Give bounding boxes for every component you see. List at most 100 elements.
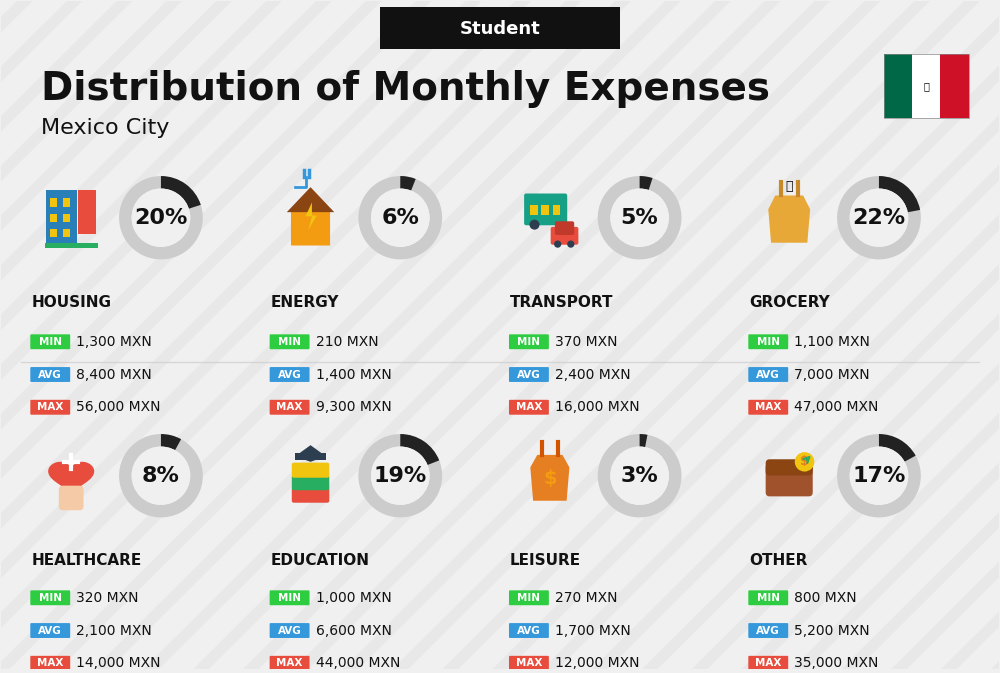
Text: 210 MXN: 210 MXN xyxy=(316,334,378,349)
Text: 8%: 8% xyxy=(142,466,180,486)
Wedge shape xyxy=(161,434,181,450)
Text: TRANSPORT: TRANSPORT xyxy=(510,295,613,310)
FancyBboxPatch shape xyxy=(50,213,57,222)
Text: AVG: AVG xyxy=(756,625,780,635)
FancyBboxPatch shape xyxy=(270,400,310,415)
FancyBboxPatch shape xyxy=(63,213,70,222)
Wedge shape xyxy=(879,176,920,212)
FancyBboxPatch shape xyxy=(912,54,940,118)
Text: 1,000 MXN: 1,000 MXN xyxy=(316,591,391,605)
Wedge shape xyxy=(837,434,921,518)
FancyBboxPatch shape xyxy=(509,367,549,382)
FancyBboxPatch shape xyxy=(292,488,329,503)
Text: HOUSING: HOUSING xyxy=(31,295,111,310)
FancyBboxPatch shape xyxy=(50,199,57,207)
Wedge shape xyxy=(879,434,916,462)
Text: 17%: 17% xyxy=(852,466,906,486)
Text: 320 MXN: 320 MXN xyxy=(76,591,139,605)
Text: MIN: MIN xyxy=(39,593,62,603)
FancyBboxPatch shape xyxy=(884,54,912,118)
FancyBboxPatch shape xyxy=(63,229,70,237)
FancyBboxPatch shape xyxy=(541,205,549,215)
Text: AVG: AVG xyxy=(278,369,301,380)
FancyBboxPatch shape xyxy=(270,623,310,638)
Circle shape xyxy=(567,240,574,248)
Text: EDUCATION: EDUCATION xyxy=(271,553,370,567)
Text: $: $ xyxy=(543,469,557,488)
Text: 1,100 MXN: 1,100 MXN xyxy=(794,334,870,349)
FancyBboxPatch shape xyxy=(270,656,310,671)
FancyBboxPatch shape xyxy=(45,243,98,248)
Text: 12,000 MXN: 12,000 MXN xyxy=(555,656,639,670)
FancyBboxPatch shape xyxy=(940,54,969,118)
Wedge shape xyxy=(119,176,203,259)
Polygon shape xyxy=(49,462,94,495)
Text: AVG: AVG xyxy=(756,369,780,380)
Polygon shape xyxy=(530,455,569,501)
Text: MAX: MAX xyxy=(516,402,542,413)
Text: 19%: 19% xyxy=(374,466,427,486)
FancyBboxPatch shape xyxy=(30,590,70,605)
Text: 5,200 MXN: 5,200 MXN xyxy=(794,623,870,637)
Wedge shape xyxy=(598,176,681,259)
Circle shape xyxy=(554,240,561,248)
Text: MAX: MAX xyxy=(755,658,781,668)
Circle shape xyxy=(132,188,190,247)
Text: GROCERY: GROCERY xyxy=(749,295,830,310)
Text: 47,000 MXN: 47,000 MXN xyxy=(794,400,879,415)
FancyBboxPatch shape xyxy=(551,227,578,245)
Polygon shape xyxy=(287,187,334,212)
FancyBboxPatch shape xyxy=(46,190,77,246)
Text: AVG: AVG xyxy=(38,625,62,635)
FancyBboxPatch shape xyxy=(270,590,310,605)
Text: 1,400 MXN: 1,400 MXN xyxy=(316,367,391,382)
Text: 5%: 5% xyxy=(621,208,658,227)
Text: 6,600 MXN: 6,600 MXN xyxy=(316,623,391,637)
Text: MIN: MIN xyxy=(39,336,62,347)
FancyBboxPatch shape xyxy=(380,7,620,49)
FancyBboxPatch shape xyxy=(555,221,574,235)
FancyBboxPatch shape xyxy=(748,590,788,605)
FancyBboxPatch shape xyxy=(30,656,70,671)
FancyBboxPatch shape xyxy=(766,459,813,476)
Text: 8,400 MXN: 8,400 MXN xyxy=(76,367,152,382)
Wedge shape xyxy=(640,434,647,447)
Text: MIN: MIN xyxy=(757,593,780,603)
FancyBboxPatch shape xyxy=(553,205,560,215)
Text: 56,000 MXN: 56,000 MXN xyxy=(76,400,161,415)
Text: 20%: 20% xyxy=(134,208,188,227)
Wedge shape xyxy=(400,434,439,465)
Text: 🦅: 🦅 xyxy=(923,81,929,92)
Circle shape xyxy=(529,219,540,229)
Text: 3%: 3% xyxy=(621,466,658,486)
Text: AVG: AVG xyxy=(278,625,301,635)
Text: MIN: MIN xyxy=(278,593,301,603)
Text: LEISURE: LEISURE xyxy=(510,553,581,567)
Wedge shape xyxy=(837,176,921,259)
Polygon shape xyxy=(295,445,326,462)
Text: 370 MXN: 370 MXN xyxy=(555,334,617,349)
Text: 1,300 MXN: 1,300 MXN xyxy=(76,334,152,349)
Circle shape xyxy=(850,188,908,247)
Text: 44,000 MXN: 44,000 MXN xyxy=(316,656,400,670)
FancyBboxPatch shape xyxy=(509,334,549,349)
FancyBboxPatch shape xyxy=(63,199,70,207)
Text: HEALTHCARE: HEALTHCARE xyxy=(31,553,142,567)
FancyBboxPatch shape xyxy=(524,194,567,225)
Polygon shape xyxy=(306,203,317,230)
Wedge shape xyxy=(598,434,681,518)
Polygon shape xyxy=(768,195,810,243)
Text: 800 MXN: 800 MXN xyxy=(794,591,857,605)
Circle shape xyxy=(371,447,430,505)
Text: $: $ xyxy=(800,456,809,468)
Text: MIN: MIN xyxy=(517,593,540,603)
Text: MIN: MIN xyxy=(278,336,301,347)
Circle shape xyxy=(132,447,190,505)
FancyBboxPatch shape xyxy=(748,400,788,415)
Text: AVG: AVG xyxy=(517,369,541,380)
Wedge shape xyxy=(358,434,442,518)
Text: MIN: MIN xyxy=(517,336,540,347)
Text: MAX: MAX xyxy=(276,402,303,413)
Text: 14,000 MXN: 14,000 MXN xyxy=(76,656,161,670)
Text: 2,400 MXN: 2,400 MXN xyxy=(555,367,630,382)
